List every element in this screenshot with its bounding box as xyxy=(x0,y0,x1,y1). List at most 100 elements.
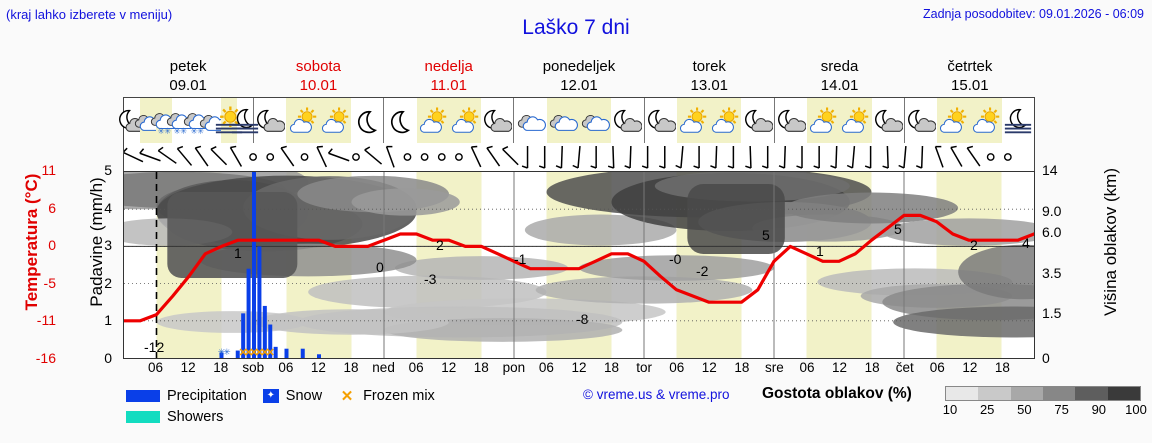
wind-barb xyxy=(502,148,519,166)
cloud-height-tick: 6.0 xyxy=(1042,224,1062,241)
day-name: torek xyxy=(692,58,726,75)
svg-text:✳: ✳ xyxy=(158,126,165,136)
weather-icon-cell xyxy=(448,98,482,143)
temperature-point-label: -2 xyxy=(696,263,709,279)
cloud-height-tick: 9.0 xyxy=(1042,203,1062,220)
cloud-height-tick: 0 xyxy=(1042,350,1050,366)
x-axis-tick: 06 xyxy=(669,360,685,375)
moon-cloud-icon xyxy=(647,109,676,132)
moon-fog-icon xyxy=(1004,108,1031,133)
weather-icon-cell xyxy=(969,98,1002,143)
moon-cloud-icon xyxy=(874,109,903,132)
precipitation-bar xyxy=(300,348,305,358)
cloudy-icon xyxy=(582,114,611,131)
wind-barb xyxy=(194,147,209,167)
wind-barb xyxy=(364,149,383,165)
wind-barb xyxy=(328,152,350,162)
weather-icon-cell xyxy=(481,98,513,143)
weather-icon-cell xyxy=(231,98,259,143)
temperature-tick: -16 xyxy=(35,350,56,366)
wind-barb-flag xyxy=(139,148,145,154)
wind-barb-flag xyxy=(364,146,371,151)
legend: Precipitation ✦ Snow ✕ Frozen mix Shower… xyxy=(126,385,546,427)
cloud-density-blob xyxy=(958,244,1034,300)
cloud-density-swatch xyxy=(946,387,979,400)
day-name: sreda xyxy=(820,58,859,75)
sun-cloud-icon xyxy=(972,106,999,133)
cloud-height-tick: 1.5 xyxy=(1042,304,1062,321)
cloud-density-swatch xyxy=(1042,387,1076,400)
snow-icon: ✦ xyxy=(262,388,279,403)
weather-icon-cell xyxy=(937,98,970,143)
wind-barb xyxy=(835,145,838,169)
wind-barb xyxy=(486,147,501,167)
wind-barb-flag xyxy=(230,145,237,149)
wind-calm-icon xyxy=(266,153,275,161)
cloudy-icon xyxy=(517,114,546,131)
wind-barb xyxy=(715,145,718,169)
moon-cloud-icon xyxy=(484,109,513,132)
wind-barb-flag xyxy=(761,165,768,169)
wind-barb-flag xyxy=(710,165,717,169)
wind-barb-flag xyxy=(950,145,957,149)
wind-barb-flag xyxy=(778,165,785,169)
copyright-link[interactable]: © vreme.us & vreme.pro xyxy=(583,387,730,402)
wind-barb-flag xyxy=(210,146,217,150)
sun-cloud-icon xyxy=(679,106,707,133)
x-axis-tick: 18 xyxy=(213,360,229,375)
wind-barb-flag xyxy=(607,165,614,169)
weather-icon-cell xyxy=(286,98,319,143)
cloud-density-level: 100 xyxy=(1125,402,1147,417)
precipitation-tick: 5 xyxy=(104,162,112,178)
icon-day-4 xyxy=(645,98,775,143)
weather-icon-cell xyxy=(741,98,773,143)
cloud-height-tick: 3.5 xyxy=(1042,265,1062,282)
weather-icon-cell xyxy=(351,98,383,143)
moon-cloud-icon xyxy=(908,109,936,132)
day-date: 13.01 xyxy=(690,77,729,94)
location-menu-hint[interactable]: (kraj lahko izberete v meniju) xyxy=(6,7,173,22)
temperature-point-label: 4 xyxy=(1022,235,1030,251)
wind-barb-flag xyxy=(486,145,493,149)
sun-cloud-icon xyxy=(289,106,316,133)
icon-day-1 xyxy=(254,98,385,143)
day-name: ponedeljek xyxy=(542,58,616,75)
cloud-density-level: 25 xyxy=(979,402,995,417)
x-axis-tick: 06 xyxy=(278,360,294,375)
wind-barb-flag xyxy=(538,165,545,169)
moon-icon xyxy=(358,110,378,133)
wind-barb xyxy=(316,146,328,168)
wind-barb-flag xyxy=(316,145,323,148)
wind-calm-icon xyxy=(1003,153,1012,161)
x-axis-tick: 06 xyxy=(148,360,164,375)
day-header-6: četrtek 15.01 xyxy=(905,57,1035,97)
wind-barb-strip xyxy=(122,143,1035,171)
wind-barb-flag xyxy=(177,145,184,150)
day-header-0: petek 09.01 xyxy=(123,57,253,97)
day-header-3: ponedeljek 12.01 xyxy=(514,57,644,97)
cloud-density-blob xyxy=(254,309,449,335)
x-axis-tick: 06 xyxy=(408,360,424,375)
precipitation-bar xyxy=(317,354,321,358)
precipitation-tick: 0 xyxy=(104,350,112,366)
weather-icon-strip: ✳ ✳ ✳ ✳ ✳ ✳ xyxy=(119,97,1035,143)
cloud-density-swatch xyxy=(1075,387,1108,400)
wind-barb xyxy=(560,145,563,169)
wind-barb-flag xyxy=(813,165,820,169)
day-date: 11.01 xyxy=(430,77,467,94)
day-date: 09.01 xyxy=(169,77,207,94)
frozen-mix-marker: ✕ xyxy=(255,347,264,358)
weather-icon-cell xyxy=(775,98,807,143)
temperature-tick: 0 xyxy=(48,237,56,254)
weather-icon-cell xyxy=(384,98,416,143)
sun-cloud-icon xyxy=(810,106,837,133)
wind-barb xyxy=(612,145,615,169)
x-axis-tick: sre xyxy=(765,360,784,375)
wind-calm-icon xyxy=(249,153,257,161)
wind-calm-icon xyxy=(437,153,446,161)
legend-item-frozen-mix: ✕ Frozen mix xyxy=(338,387,435,405)
wind-barb xyxy=(749,145,752,169)
wind-barb-svg xyxy=(122,145,1012,169)
sun-cloud-icon xyxy=(712,106,739,133)
